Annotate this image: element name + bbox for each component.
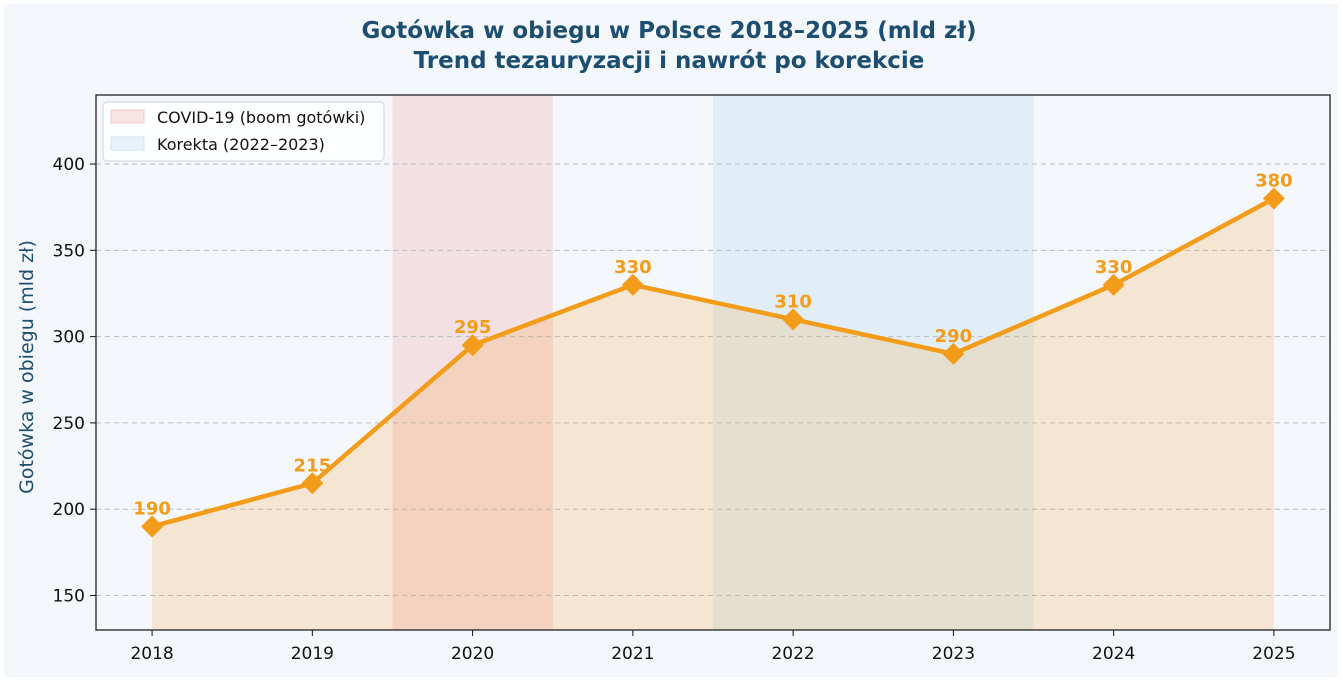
- x-tick-label: 2021: [611, 644, 654, 664]
- y-tick-label: 200: [53, 500, 85, 520]
- area-fill: [152, 198, 1274, 630]
- data-label: 215: [294, 455, 332, 476]
- y-tick-label: 150: [53, 586, 85, 606]
- x-tick-label: 2023: [932, 644, 975, 664]
- shaded-region-2: [713, 95, 1034, 630]
- legend-swatch-2: [110, 136, 145, 151]
- data-label: 190: [133, 498, 171, 519]
- data-point: [621, 273, 644, 296]
- series-line: [151, 196, 1275, 529]
- data-label: 380: [1255, 171, 1293, 192]
- legend-label-1: COVID-19 (boom gotówki): [157, 108, 365, 127]
- y-tick-label: 300: [53, 328, 85, 348]
- data-point: [141, 515, 164, 538]
- data-label: 290: [935, 326, 973, 347]
- data-point: [942, 342, 965, 365]
- chart-title: Gotówka w obiegu w Polsce 2018–2025 (mld…: [362, 18, 977, 44]
- legend-swatch-1: [110, 109, 145, 124]
- data-point: [1102, 273, 1125, 296]
- data-point: [782, 308, 805, 331]
- line-chart: Gotówka w obiegu w Polsce 2018–2025 (mld…: [16, 18, 1331, 664]
- data-label: 295: [454, 317, 492, 338]
- x-tick-label: 2019: [291, 644, 334, 664]
- y-axis-label: Gotówka w obiegu (mld zł): [16, 240, 38, 494]
- x-tick-label: 2024: [1092, 644, 1135, 664]
- data-label: 310: [774, 291, 812, 312]
- y-tick-label: 400: [53, 155, 85, 175]
- x-tick-label: 2025: [1252, 644, 1295, 664]
- legend: [102, 101, 385, 162]
- y-tick-label: 350: [53, 241, 85, 261]
- data-point: [461, 334, 484, 357]
- shaded-region-1: [392, 95, 553, 630]
- axes-frame: [95, 94, 1331, 631]
- y-tick-label: 250: [53, 414, 85, 434]
- x-tick-label: 2018: [130, 644, 173, 664]
- chart-subtitle: Trend tezauryzacji i nawrót po korekcie: [414, 48, 925, 74]
- data-label: 330: [1095, 257, 1133, 278]
- x-tick-label: 2020: [451, 644, 494, 664]
- data-point: [1262, 187, 1285, 210]
- x-tick-label: 2022: [771, 644, 814, 664]
- data-point: [301, 472, 324, 495]
- chart-figure: Gotówka w obiegu w Polsce 2018–2025 (mld…: [4, 4, 1338, 677]
- data-label: 330: [614, 257, 652, 278]
- legend-label-2: Korekta (2022–2023): [157, 135, 325, 154]
